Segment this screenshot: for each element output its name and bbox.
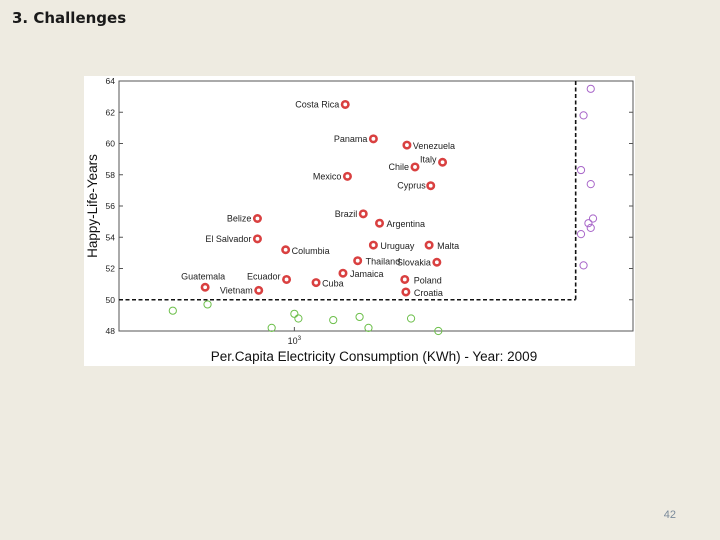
- data-point-labeled: [252, 214, 262, 224]
- data-point-labeled: [400, 274, 410, 284]
- data-point-labeled: [424, 240, 434, 250]
- data-point-labeled: [401, 287, 411, 297]
- data-point-labeled: [402, 140, 412, 150]
- point-label: Italy: [420, 154, 437, 164]
- point-label: Argentina: [387, 219, 426, 229]
- y-tick-label: 64: [106, 76, 116, 86]
- point-label: Poland: [414, 275, 442, 285]
- y-tick-label: 58: [106, 170, 116, 180]
- data-point-below-threshold: [434, 326, 443, 336]
- data-point-labeled: [254, 285, 264, 295]
- data-point-labeled: [432, 257, 442, 267]
- data-point-labeled: [410, 162, 420, 172]
- y-axis-label: Happy-Life-Years: [85, 154, 100, 258]
- data-point-below-threshold: [355, 312, 364, 322]
- point-label: Mexico: [313, 171, 342, 181]
- data-point-labeled: [200, 282, 210, 292]
- data-point-above-threshold: [588, 214, 598, 223]
- point-label: El Salvador: [205, 234, 251, 244]
- data-point-labeled: [311, 278, 321, 288]
- data-point-below-threshold: [203, 300, 212, 309]
- slide-title: 3. Challenges: [12, 9, 127, 27]
- data-point-below-threshold: [290, 309, 299, 318]
- data-point-above-threshold: [576, 230, 586, 239]
- data-point-above-threshold: [586, 84, 595, 93]
- y-tick-label: 54: [106, 232, 116, 242]
- data-point-above-threshold: [579, 111, 588, 120]
- point-label: Ecuador: [247, 271, 281, 281]
- x-tick-label: 103: [288, 336, 302, 346]
- data-point-below-threshold: [329, 315, 338, 325]
- data-point-labeled: [426, 181, 436, 191]
- point-label: Columbia: [292, 246, 330, 256]
- threshold-lines: [119, 81, 577, 301]
- point-labels: Costa Rica Panama Venezuela Chile Italy Mexic…: [181, 99, 459, 298]
- data-point-above-threshold: [586, 223, 595, 232]
- x-axis-label: Per.Capita Electricity Consumption (KWh)…: [211, 349, 537, 364]
- data-point-below-threshold: [406, 314, 416, 323]
- point-label: Costa Rica: [295, 99, 339, 109]
- data-point-labeled: [438, 157, 448, 167]
- data-point-labeled: [282, 274, 292, 284]
- point-label: Panama: [334, 134, 368, 144]
- data-point-labeled: [358, 209, 368, 219]
- data-point-labeled: [338, 268, 348, 278]
- point-label: Malta: [437, 241, 459, 251]
- data-point-labeled: [342, 171, 352, 181]
- point-label: Vietnam: [220, 285, 253, 295]
- point-label: Cuba: [322, 279, 344, 289]
- page-number: 42: [663, 509, 676, 521]
- scatter-chart: 48 50 52 54 56 58 60 62 64 Costa Rica Panama Venez…: [84, 76, 635, 366]
- data-point-labeled: [353, 256, 363, 266]
- point-label: Cyprus: [397, 181, 426, 191]
- y-axis-ticks: 48 50 52 54 56 58 60 62 64: [106, 76, 633, 336]
- y-tick-label: 60: [106, 139, 116, 149]
- data-point-labeled: [340, 99, 350, 109]
- data-point-below-threshold: [168, 306, 177, 315]
- data-point-above-threshold: [584, 219, 593, 228]
- data-point-labeled: [281, 245, 291, 255]
- data-points: [168, 84, 598, 336]
- point-label: Croatia: [414, 288, 443, 298]
- point-label: Brazil: [335, 209, 358, 219]
- point-label: Jamaica: [350, 269, 384, 279]
- plot-area: [118, 80, 634, 332]
- data-point-below-threshold: [294, 314, 303, 323]
- data-point-above-threshold: [576, 165, 586, 175]
- data-point-above-threshold: [586, 180, 595, 189]
- y-tick-label: 56: [106, 201, 116, 211]
- data-point-labeled: [375, 218, 385, 228]
- data-point-labeled: [368, 134, 378, 144]
- y-tick-label: 62: [106, 107, 116, 117]
- chart-image: 48 50 52 54 56 58 60 62 64 Costa Rica Panama Venez…: [84, 76, 635, 366]
- point-label: Belize: [227, 214, 252, 224]
- point-label: Slovakia: [397, 257, 431, 267]
- point-label: Venezuela: [413, 141, 455, 151]
- data-point-above-threshold: [579, 261, 588, 270]
- data-point-below-threshold: [364, 323, 373, 332]
- point-label: Chile: [388, 162, 409, 172]
- y-tick-label: 52: [106, 264, 116, 274]
- point-label: Guatemala: [181, 271, 225, 281]
- data-point-labeled: [252, 234, 262, 244]
- y-tick-label: 50: [106, 295, 116, 305]
- data-point-below-threshold: [267, 323, 276, 332]
- y-tick-label: 48: [106, 326, 116, 336]
- point-label: Thailand: [366, 257, 401, 267]
- data-point-labeled: [368, 240, 378, 250]
- point-label: Uruguay: [380, 241, 415, 251]
